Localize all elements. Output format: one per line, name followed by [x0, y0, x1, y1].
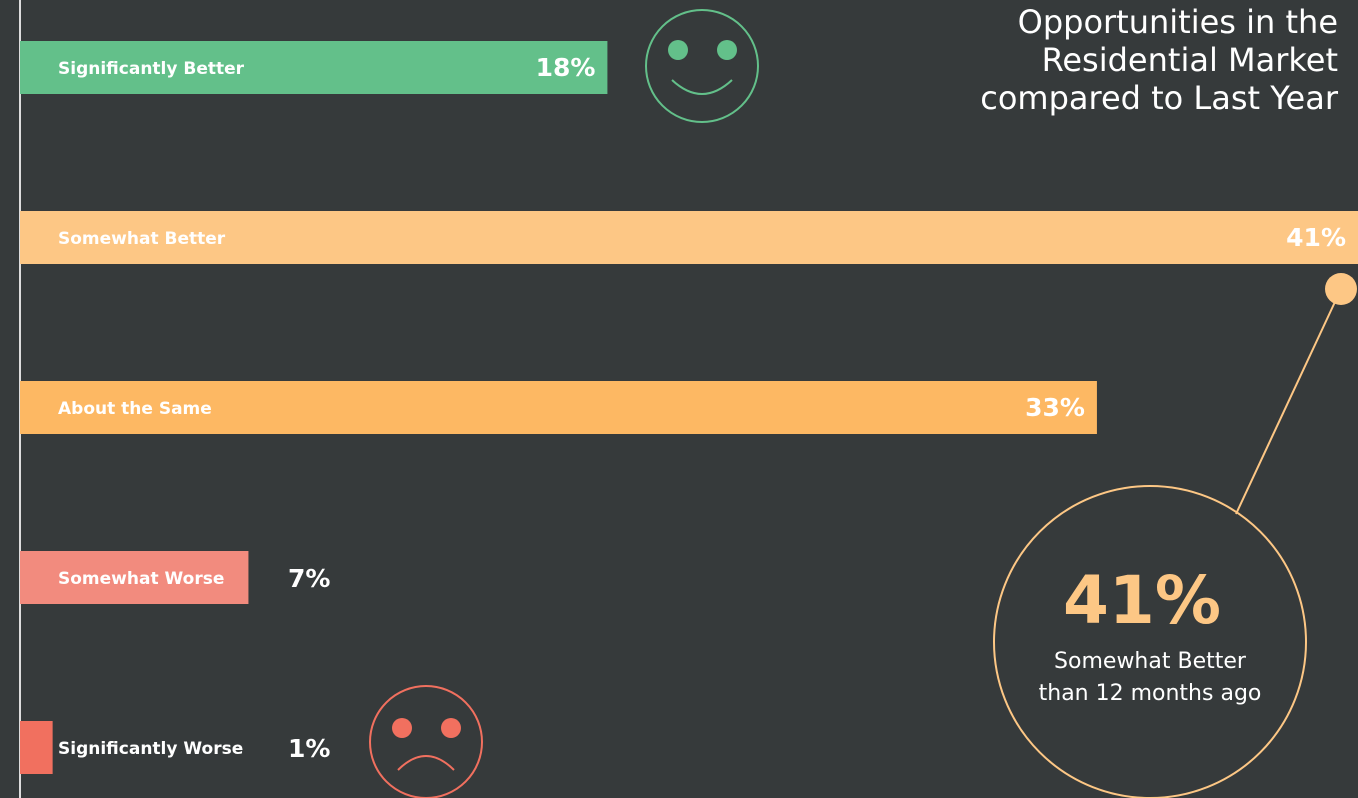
bar [20, 211, 1358, 264]
bar [20, 41, 608, 94]
callout-text: Somewhat Better [1054, 649, 1247, 674]
bar [20, 721, 53, 774]
value-label: 1% [288, 734, 330, 763]
callout: 41% Somewhat Better than 12 months ago [993, 273, 1357, 798]
bar [20, 381, 1097, 434]
callout-text: than 12 months ago [1039, 681, 1262, 706]
category-label: Significantly Worse [58, 739, 243, 759]
bar [20, 551, 249, 604]
value-label: 18% [536, 53, 596, 82]
sad-face [369, 685, 483, 798]
chart-title: compared to Last Year [980, 79, 1339, 117]
callout-value: 41% [1063, 562, 1221, 639]
category-label: Somewhat Worse [58, 569, 224, 589]
category-label: Somewhat Better [58, 229, 226, 249]
category-label: Significantly Better [58, 59, 245, 79]
happy-face [645, 9, 759, 123]
value-label: 33% [1025, 393, 1085, 422]
chart-title: Residential Market [1042, 41, 1338, 79]
value-label: 41% [1286, 223, 1346, 252]
category-label: About the Same [58, 399, 212, 419]
value-label: 7% [288, 564, 330, 593]
chart-title: Opportunities in the [1018, 3, 1338, 41]
